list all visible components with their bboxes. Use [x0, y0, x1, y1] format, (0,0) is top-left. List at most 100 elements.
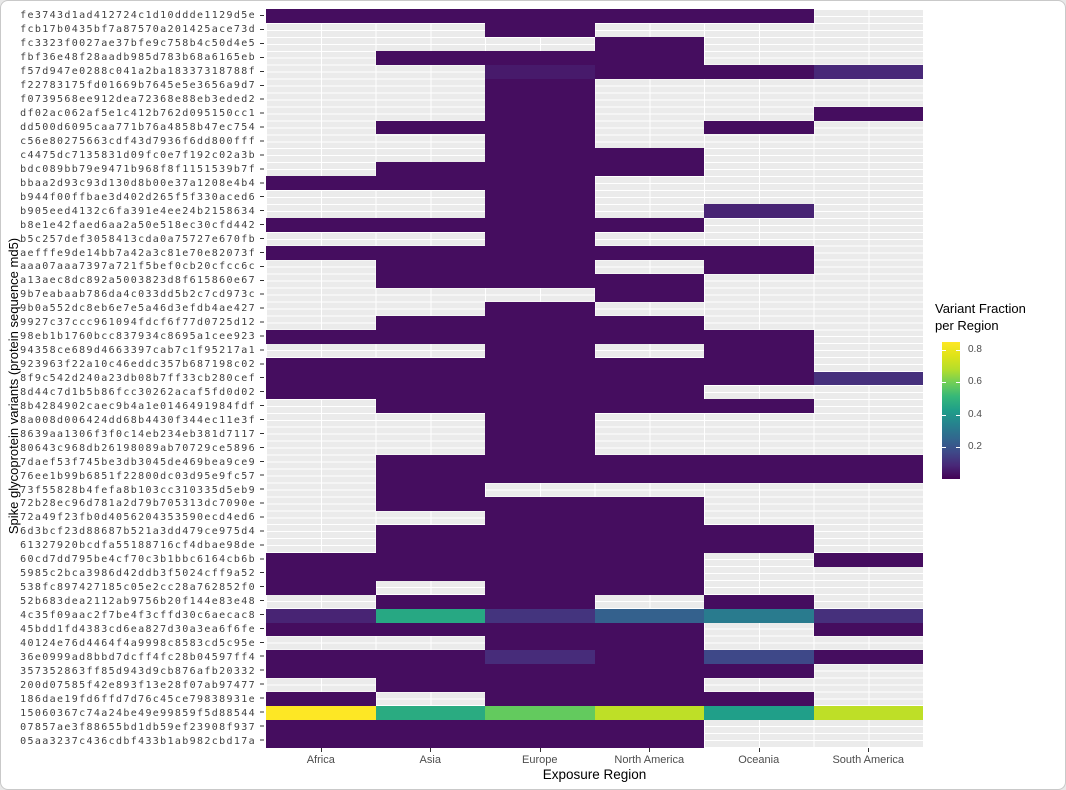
heatmap-cell	[485, 134, 595, 149]
heatmap-cell	[485, 162, 595, 177]
legend-tick-mark	[956, 447, 960, 449]
legend-title-line1: Variant Fraction	[935, 301, 1026, 316]
x-axis-labels: Africa Asia Europe North America Oceania Sout…	[266, 748, 923, 767]
y-axis-label: 05aa3237c436cdbf433b1ab982cbd17a	[20, 735, 256, 747]
y-axis-label: 5985c2bca3986d42ddb3f5024cff9a52	[20, 568, 256, 580]
heatmap-cell	[704, 329, 814, 344]
heatmap-cell	[594, 385, 704, 400]
y-axis-label: df02ac062af5e1c412b762d095150cc1	[20, 108, 256, 120]
heatmap-cell	[704, 204, 814, 219]
x-axis-tick	[649, 748, 651, 752]
heatmap-cell	[375, 538, 485, 553]
heatmap-cell	[485, 413, 595, 428]
heatmap-cell	[375, 162, 485, 177]
heatmap-cell	[704, 608, 814, 623]
heatmap-cell	[704, 524, 814, 539]
heatmap-cell	[485, 232, 595, 247]
heatmap-cell	[594, 371, 704, 386]
heatmap-cell	[485, 594, 595, 609]
heatmap-cell	[594, 64, 704, 79]
heatmap-cell	[375, 524, 485, 539]
y-axis-label: 72b28ec96d781a2d79b705313dc7090e	[20, 498, 256, 510]
y-axis-label: 186dae19fd6ffd7d76c45ce79838931e	[20, 693, 256, 705]
y-axis-label: 200d07585f42e893f13e28f07ab97477	[20, 679, 256, 691]
heatmap-cell	[704, 120, 814, 135]
heatmap-panel	[266, 9, 923, 748]
heatmap-cell	[704, 538, 814, 553]
y-axis-label: b905eed4132c6fa391e4ee24b2158634	[20, 205, 256, 217]
heatmap-cell	[375, 385, 485, 400]
heatmap-cell	[266, 734, 376, 748]
heatmap-cell	[485, 580, 595, 595]
y-axis-label: 36e0999ad8bbd7dcff4fc28b04597ff4	[20, 651, 256, 663]
heatmap-cell	[266, 176, 376, 191]
heatmap-cell	[704, 706, 814, 721]
heatmap-cell	[485, 497, 595, 511]
heatmap-cell	[485, 538, 595, 553]
heatmap-cell	[485, 9, 595, 23]
heatmap-cell	[375, 594, 485, 609]
y-axis-labels: fe3743d1ad412724c1d10ddde1129d5e fcb17b04…	[1, 9, 256, 748]
heatmap-cell	[704, 469, 814, 484]
heatmap-cell	[485, 664, 595, 679]
heatmap-cell	[594, 315, 704, 330]
heatmap-cell	[594, 497, 704, 511]
y-axis-label: fbf36e48f28aadb985d783b68a6165eb	[20, 52, 256, 64]
x-axis-tick	[430, 748, 432, 752]
heatmap-cell	[485, 106, 595, 121]
heatmap-cell	[375, 371, 485, 386]
heatmap-cell	[594, 608, 704, 623]
y-axis-ticks	[260, 9, 264, 748]
heatmap-cell	[485, 246, 595, 260]
heatmap-cell	[485, 190, 595, 205]
heatmap-cell	[594, 538, 704, 553]
heatmap-cell	[594, 566, 704, 581]
legend-tick-label: 0.8	[968, 343, 982, 355]
heatmap-cell	[485, 329, 595, 344]
heatmap-cell	[594, 9, 704, 23]
y-axis-label: 9b7eabaab786da4c033dd5b2c7cd973c	[20, 289, 256, 301]
heatmap-cell	[375, 246, 485, 260]
x-axis-title: Exposure Region	[542, 767, 647, 782]
x-axis-tick	[320, 748, 322, 752]
y-axis-label: b944f00ffbae3d402d265f5f330aced6	[20, 191, 256, 203]
heatmap-cell	[266, 552, 376, 567]
y-axis-label: 15060367c74a24be49e99859f5d88544	[20, 707, 256, 719]
heatmap-cell	[375, 120, 485, 135]
heatmap-cell	[485, 566, 595, 581]
y-axis-label: 76ee1b99b6851f22800dc03d95e9fc57	[20, 470, 256, 482]
heatmap-cell	[266, 650, 376, 665]
heatmap-cell	[594, 455, 704, 470]
heatmap-cell	[704, 594, 814, 609]
heatmap-cell	[485, 510, 595, 525]
heatmap-cell	[485, 427, 595, 442]
heatmap-cell	[485, 524, 595, 539]
heatmap-cell	[485, 734, 595, 748]
heatmap-cell	[485, 650, 595, 665]
heatmap-cell	[485, 622, 595, 637]
legend: Variant Fraction per Region 0.8 0.6 0.4 0.2	[935, 301, 1063, 492]
heatmap-cell	[485, 469, 595, 484]
heatmap-cell	[594, 148, 704, 163]
heatmap-cell	[594, 706, 704, 721]
heatmap-cell	[375, 720, 485, 735]
heatmap-cell	[266, 566, 376, 581]
heatmap-cell	[594, 734, 704, 748]
y-axis-label: 4c35f09aac2f7be4f3cffd30c6aecac8	[20, 610, 256, 622]
heatmap-cell	[594, 678, 704, 693]
heatmap-cell	[375, 9, 485, 23]
heatmap-cell	[485, 552, 595, 567]
heatmap-cell	[485, 148, 595, 163]
heatmap-cell	[594, 650, 704, 665]
heatmap-cell	[485, 218, 595, 233]
heatmap-cell	[594, 357, 704, 372]
x-axis-label: Asia	[376, 748, 486, 767]
heatmap-cell	[266, 720, 376, 735]
heatmap-cell	[375, 259, 485, 274]
heatmap-cell	[813, 552, 923, 567]
x-axis-label: Oceania	[704, 748, 814, 767]
heatmap-cell	[375, 566, 485, 581]
heatmap-cell	[375, 329, 485, 344]
heatmap-cell	[266, 371, 376, 386]
heatmap-cell	[704, 371, 814, 386]
